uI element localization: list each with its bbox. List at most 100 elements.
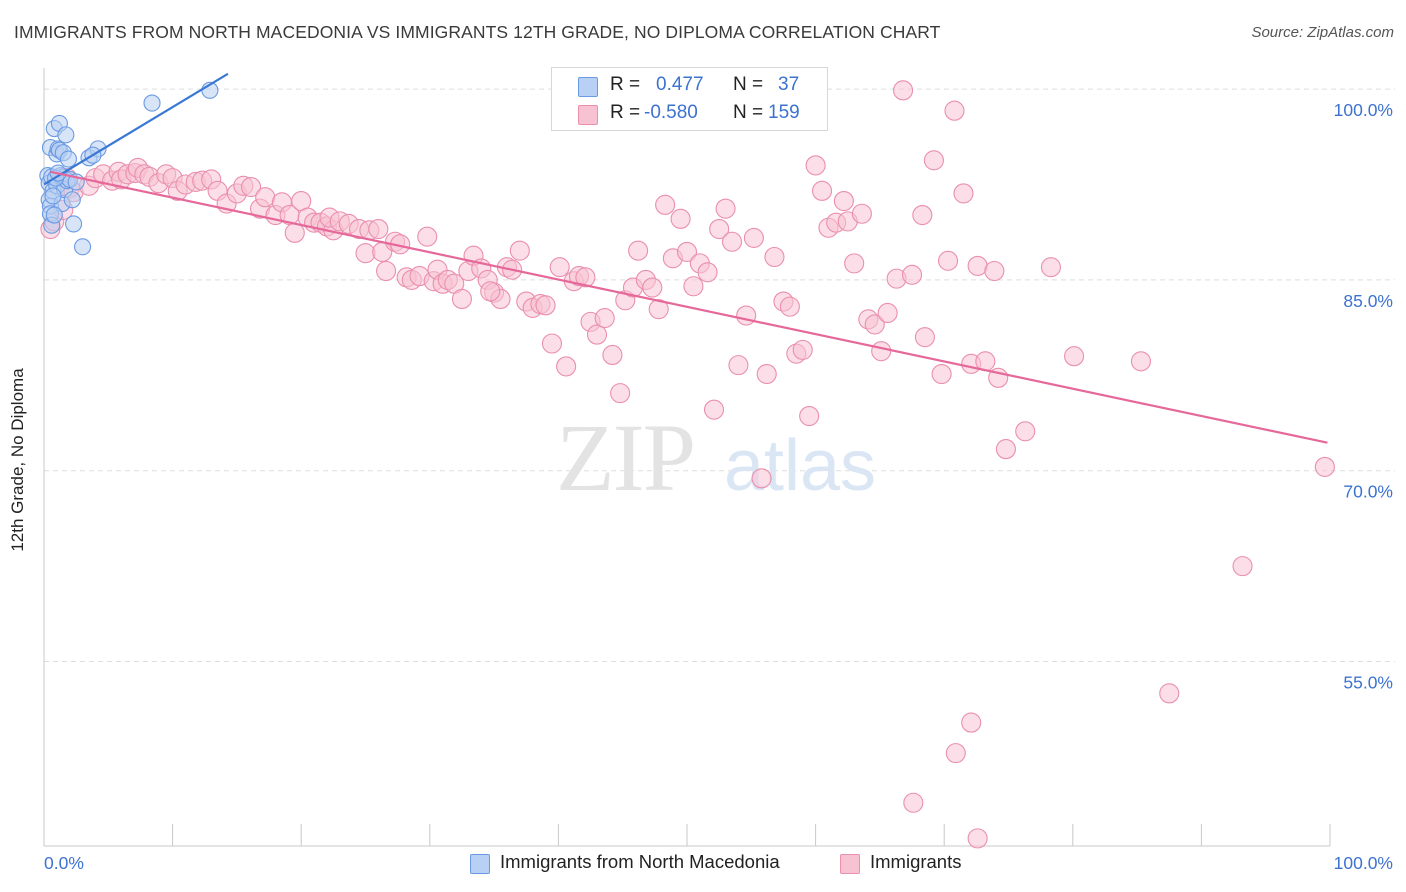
immigrants-point	[756, 363, 777, 385]
immigrants-point	[509, 240, 530, 261]
immigrants-point	[903, 792, 924, 813]
y-axis-label: 12th Grade, No Diploma	[8, 368, 27, 552]
legend-r-label: R =	[610, 74, 641, 95]
chart-source: Source: ZipAtlas.com	[1251, 24, 1394, 41]
legend-swatch-pink	[840, 854, 860, 874]
immigrants-point	[368, 218, 389, 240]
north-macedonia-point	[45, 206, 63, 224]
points-layer	[39, 80, 1335, 849]
immigrants-point	[480, 281, 501, 302]
immigrants-point	[610, 383, 631, 404]
immigrants-point	[811, 180, 833, 201]
immigrants-point	[1040, 257, 1061, 278]
immigrants-point	[953, 183, 974, 204]
legend-row-north-macedonia: R = 0.477 N = 37	[552, 72, 827, 100]
immigrants-point	[833, 190, 854, 212]
legend-r-label: R =	[610, 102, 641, 123]
immigrants-point	[655, 194, 676, 215]
tick-label-layer: 100.0% 85.0% 70.0% 55.0% 0.0% 100.0%	[44, 100, 1393, 873]
immigrants-point	[417, 226, 438, 247]
immigrants-point	[602, 344, 623, 366]
legend-r-value: 0.477	[656, 74, 704, 95]
immigrants-point	[549, 257, 570, 278]
legend-r-value: -0.580	[644, 102, 698, 123]
immigrants-point	[575, 267, 596, 288]
immigrants-point	[709, 218, 730, 240]
legend-swatch-pink	[578, 105, 598, 125]
immigrants-point	[676, 241, 698, 262]
y-tick-label: 55.0%	[1343, 673, 1393, 693]
immigrants-point	[642, 277, 663, 298]
immigrants-point	[851, 203, 872, 224]
axis-layer	[43, 68, 1331, 847]
immigrants-point	[864, 314, 885, 335]
immigrants-point	[967, 255, 988, 276]
immigrants-point	[535, 295, 556, 316]
legend-n-value: 159	[768, 102, 800, 123]
immigrants-point	[697, 262, 718, 283]
chart-title: IMMIGRANTS FROM NORTH MACEDONIA VS IMMIG…	[14, 22, 941, 42]
immigrants-point	[284, 222, 305, 243]
immigrants-point	[912, 204, 933, 226]
immigrants-point	[944, 100, 965, 121]
immigrants-point	[871, 341, 892, 362]
immigrants-point	[792, 339, 813, 360]
immigrants-point	[721, 231, 743, 252]
grid-layer	[44, 88, 1395, 663]
immigrants-point	[355, 243, 376, 264]
north-macedonia-point	[63, 191, 81, 209]
immigrants-point	[938, 250, 959, 271]
immigrants-point	[967, 828, 988, 849]
immigrants-point	[715, 198, 736, 219]
immigrants-point	[877, 302, 898, 324]
immigrants-point	[743, 227, 764, 248]
legend-label: Immigrants	[870, 851, 962, 872]
watermark: ZIP atlas	[556, 404, 876, 511]
immigrants-point	[586, 324, 608, 345]
y-tick-label: 100.0%	[1334, 100, 1393, 120]
immigrants-point	[255, 187, 276, 208]
immigrants-point	[751, 468, 772, 489]
x-tick-label: 0.0%	[44, 853, 84, 873]
x-tick-label: 100.0%	[1334, 853, 1393, 873]
immigrants-point	[931, 363, 952, 385]
immigrants-point	[728, 355, 749, 376]
legend-n-label: N =	[733, 102, 764, 123]
north-macedonia-point	[143, 94, 161, 112]
north-macedonia-point	[57, 126, 75, 144]
immigrants-point	[648, 299, 669, 320]
legend-item-north-macedonia[interactable]: Immigrants from North Macedonia	[470, 851, 830, 877]
watermark-zip: ZIP	[556, 404, 694, 511]
immigrants-point	[1015, 421, 1036, 442]
immigrants-point	[984, 260, 1005, 282]
immigrants-point	[914, 327, 935, 348]
immigrants-point	[541, 333, 563, 354]
immigrants-point	[1232, 556, 1253, 577]
immigrants-point	[844, 253, 865, 274]
immigrants-point	[1314, 456, 1335, 477]
immigrants-point	[1064, 346, 1085, 367]
legend-label: Immigrants from North Macedonia	[500, 851, 780, 872]
north-macedonia-point	[74, 238, 92, 256]
immigrants-point	[892, 80, 914, 101]
north-macedonia-point	[59, 150, 77, 168]
immigrants-point	[556, 356, 577, 377]
immigrants-point	[594, 308, 615, 329]
immigrants-point	[736, 305, 757, 326]
legend-n-label: N =	[733, 74, 764, 95]
immigrants-point	[1159, 683, 1180, 704]
immigrants-point	[805, 155, 826, 176]
immigrants-point	[799, 405, 820, 427]
legend-swatch-blue	[470, 854, 490, 874]
legend-item-immigrants[interactable]: Immigrants	[840, 851, 1000, 877]
immigrants-trendline	[50, 170, 1328, 444]
legend-n-value: 37	[778, 74, 800, 95]
immigrants-point	[376, 260, 397, 282]
y-tick-label: 70.0%	[1343, 482, 1393, 502]
immigrants-point	[923, 150, 944, 171]
north-macedonia-point	[65, 215, 83, 233]
immigrants-point	[1130, 351, 1152, 372]
immigrants-point	[451, 288, 473, 310]
trend-layer	[43, 72, 1328, 444]
